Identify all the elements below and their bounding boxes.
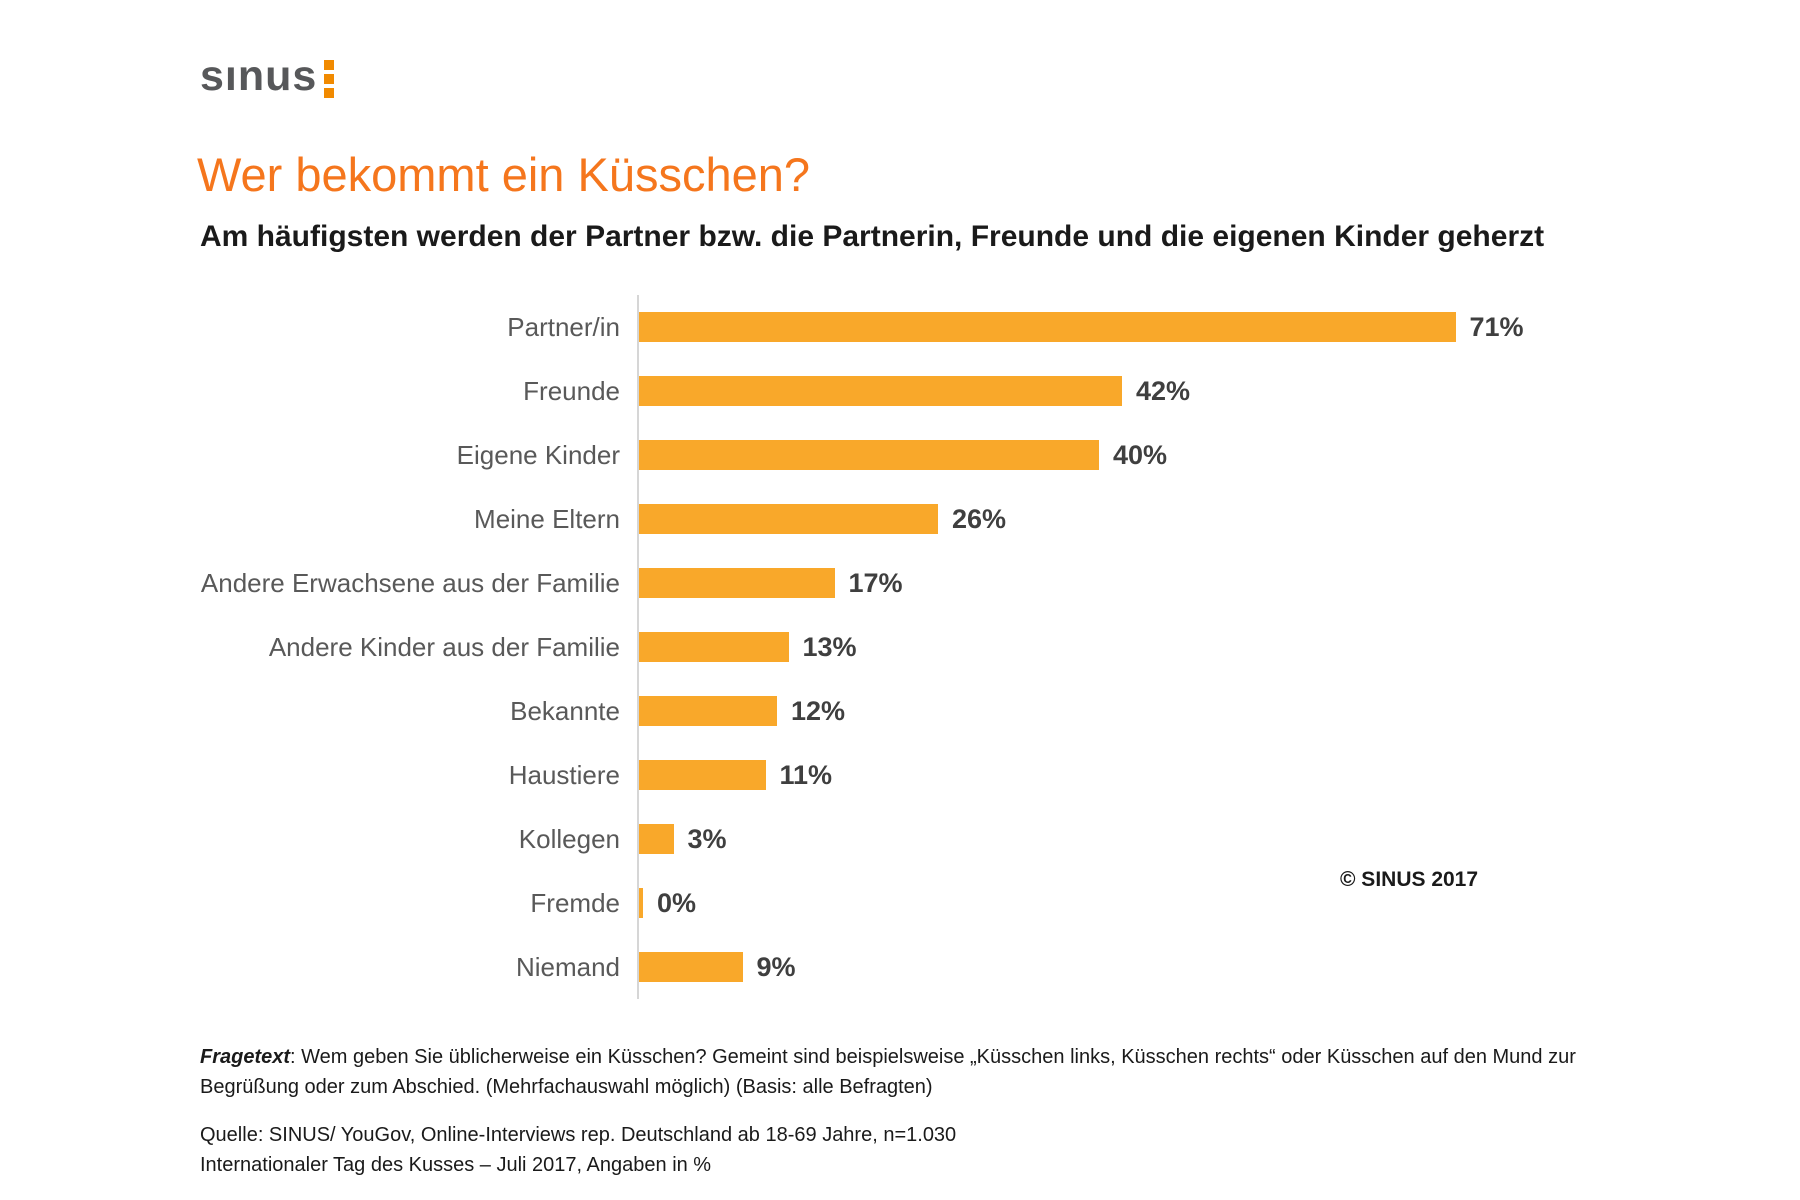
chart-row: Bekannte 12%	[200, 679, 1680, 743]
bar-track: 40%	[637, 423, 1680, 487]
category-label: Freunde	[523, 375, 620, 406]
source-note: Quelle: SINUS/ YouGov, Online-Interviews…	[200, 1120, 1630, 1180]
bar-track: 13%	[637, 615, 1680, 679]
category-label: Andere Erwachsene aus der Familie	[200, 567, 620, 598]
bar	[639, 440, 1099, 470]
bar	[639, 632, 789, 662]
value-label: 11%	[779, 759, 833, 790]
fragetext-label: Fragetext	[200, 1046, 291, 1068]
category-label: Eigene Kinder	[456, 439, 620, 470]
chart-row: Niemand 9%	[200, 935, 1680, 999]
bar	[639, 952, 743, 982]
bar	[639, 312, 1456, 342]
sinus-logo: sınus	[200, 52, 335, 100]
chart-row: Andere Erwachsene aus der Familie 17%	[200, 551, 1680, 615]
bar	[639, 760, 766, 790]
bar	[639, 568, 835, 598]
value-label: 40%	[1113, 439, 1168, 470]
page-title: Wer bekommt ein Küsschen?	[197, 148, 811, 202]
category-label: Haustiere	[508, 759, 620, 790]
category-label: Niemand	[515, 951, 620, 982]
bar	[639, 696, 777, 726]
value-label: 9%	[756, 951, 796, 982]
value-label: 0%	[657, 887, 697, 918]
sinus-logo-dots-icon	[324, 59, 335, 98]
category-label: Partner/in	[507, 311, 620, 342]
bar-track: 42%	[637, 359, 1680, 423]
bar	[639, 824, 674, 854]
value-label: 17%	[848, 567, 903, 598]
value-label: 12%	[791, 695, 846, 726]
bar-track: 12%	[637, 679, 1680, 743]
chart-row: Fremde 0%	[200, 871, 1680, 935]
bar-track: 17%	[637, 551, 1680, 615]
category-label: Andere Kinder aus der Familie	[268, 631, 620, 662]
chart-row: Partner/in 71%	[200, 295, 1680, 359]
bar-track: 3%	[637, 807, 1680, 871]
category-label: Kollegen	[518, 823, 620, 854]
chart-row: Freunde 42%	[200, 359, 1680, 423]
chart-row: Kollegen 3%	[200, 807, 1680, 871]
category-label: Fremde	[530, 887, 620, 918]
bar	[639, 888, 643, 918]
question-footnote: Fragetext: Wem geben Sie üblicherweise e…	[200, 1042, 1630, 1102]
bar-track: 26%	[637, 487, 1680, 551]
page-subtitle: Am häufigsten werden der Partner bzw. di…	[200, 219, 1545, 253]
value-label: 42%	[1136, 375, 1191, 406]
copyright-note: © SINUS 2017	[1340, 868, 1479, 891]
bar-track: 11%	[637, 743, 1680, 807]
bar	[639, 504, 938, 534]
value-label: 71%	[1469, 311, 1524, 342]
fragetext-body: : Wem geben Sie üblicherweise ein Küssch…	[200, 1046, 1576, 1098]
chart-row: Haustiere 11%	[200, 743, 1680, 807]
chart-rows: Partner/in 71% Freunde 42% Eigene Kinder 40% M…	[200, 295, 1680, 999]
sinus-logo-text: sınus	[200, 52, 318, 100]
bar	[639, 376, 1122, 406]
source-line-2: Internationaler Tag des Kusses – Juli 20…	[200, 1154, 712, 1176]
bar-chart: Partner/in 71% Freunde 42% Eigene Kinder 40% M…	[200, 295, 1680, 999]
value-label: 13%	[802, 631, 857, 662]
category-label: Bekannte	[510, 695, 620, 726]
chart-row: Eigene Kinder 40%	[200, 423, 1680, 487]
bar-track: 0%	[637, 871, 1680, 935]
value-label: 3%	[687, 823, 727, 854]
bar-track: 9%	[637, 935, 1680, 999]
source-line-1: Quelle: SINUS/ YouGov, Online-Interviews…	[200, 1124, 957, 1146]
category-label: Meine Eltern	[474, 503, 620, 534]
chart-row: Meine Eltern 26%	[200, 487, 1680, 551]
chart-row: Andere Kinder aus der Familie 13%	[200, 615, 1680, 679]
bar-track: 71%	[637, 295, 1680, 359]
value-label: 26%	[952, 503, 1007, 534]
